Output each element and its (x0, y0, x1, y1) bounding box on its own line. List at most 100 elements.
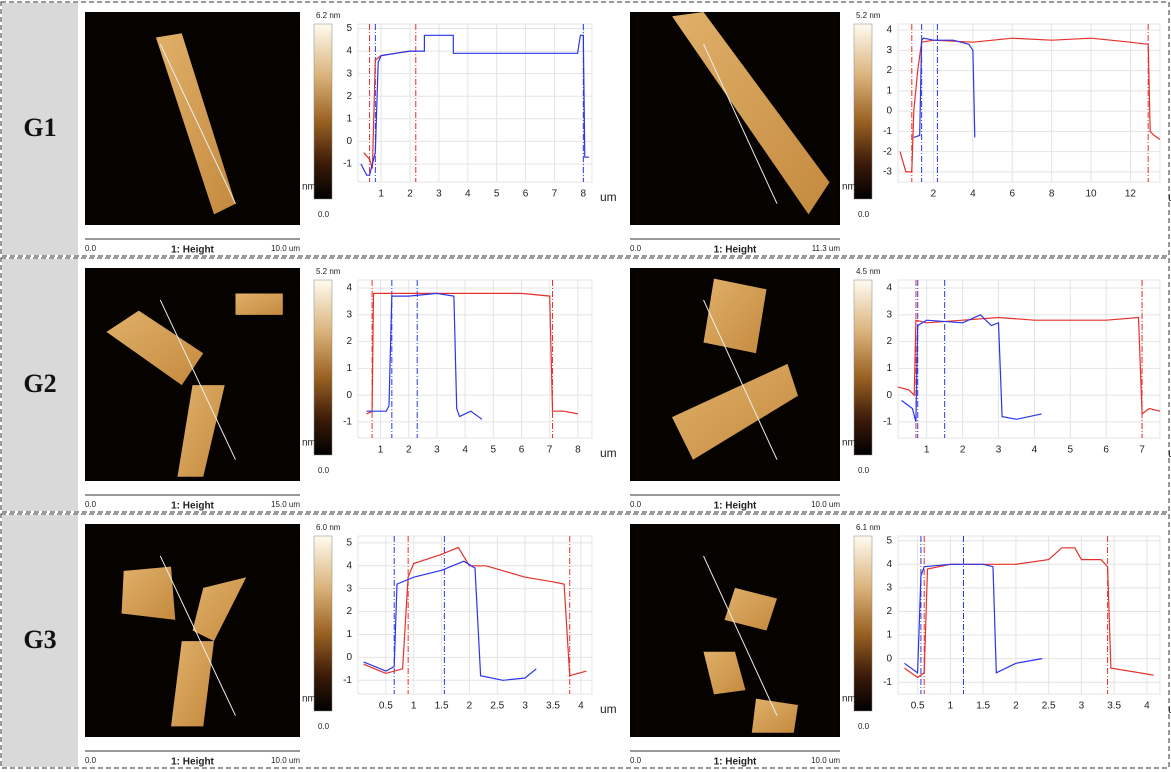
x-tick-label: 1 (948, 701, 954, 712)
y-tick-label: 2 (886, 65, 892, 76)
scale-start: 0.0 (630, 756, 642, 765)
x-tick-label: 4 (1144, 701, 1150, 712)
figure: G10.01: Height10.0 um6.2 nmnm0.0-1012345… (0, 0, 1171, 772)
x-tick-label: 7 (1139, 445, 1145, 456)
image-title: 1: Height (714, 757, 757, 768)
scale-start: 0.0 (85, 244, 97, 253)
x-tick-label: 8 (581, 189, 587, 200)
flake (704, 279, 767, 354)
x-tick-label: 1 (378, 445, 384, 456)
scale-end: 11.3 um (812, 244, 841, 253)
x-tick-label: 7 (552, 189, 558, 200)
y-tick-label: 5 (346, 23, 352, 34)
image-title: 1: Height (171, 501, 214, 512)
scale-start: 0.0 (630, 500, 642, 509)
y-tick-label: 2 (346, 606, 352, 617)
y-tick-label: -1 (883, 677, 892, 688)
x-tick-label: 5 (491, 445, 497, 456)
x-tick-label: 8 (1049, 189, 1055, 200)
x-tick-label: 1 (411, 701, 417, 712)
y-tick-label: 3 (346, 583, 352, 594)
colorbar-min: 0.0 (858, 466, 870, 475)
colorbar (854, 536, 872, 711)
x-tick-label: 3 (434, 445, 440, 456)
x-tick-label: 3 (996, 445, 1002, 456)
colorbar (854, 280, 872, 455)
scale-start: 0.0 (85, 756, 97, 765)
colorbar-min: 0.0 (858, 210, 870, 219)
x-tick-label: 2 (406, 445, 412, 456)
colorbar (314, 536, 332, 711)
y-tick-label: 4 (346, 46, 352, 57)
y-tick-label: 1 (346, 629, 352, 640)
x-tick-label: 3 (522, 701, 528, 712)
y-tick-label: 0 (886, 390, 892, 401)
colorbar-unit: nm (842, 694, 856, 705)
image-title: 1: Height (714, 501, 757, 512)
x-tick-label: 6 (1009, 189, 1015, 200)
colorbar (854, 24, 872, 199)
colorbar-max: 5.2 nm (316, 267, 341, 276)
x-tick-label: 2.5 (1042, 701, 1056, 712)
x-tick-label: 2.5 (490, 701, 504, 712)
plot-area (898, 280, 1160, 438)
y-tick-label: 1 (886, 363, 892, 374)
image-title: 1: Height (714, 245, 757, 256)
x-tick-label: 5 (1067, 445, 1073, 456)
y-tick-label: 4 (886, 283, 892, 294)
colorbar-max: 6.0 nm (316, 523, 341, 532)
x-tick-label: 4 (465, 189, 471, 200)
x-axis-label: um (600, 446, 617, 460)
y-tick-label: 0 (346, 136, 352, 147)
x-tick-label: 3.5 (1107, 701, 1121, 712)
colorbar-max: 4.5 nm (856, 267, 881, 276)
scale-start: 0.0 (85, 500, 97, 509)
y-tick-label: 1 (886, 85, 892, 96)
scale-end: 10.0 um (811, 500, 840, 509)
x-tick-label: 3 (436, 189, 442, 200)
row-label: G1 (23, 113, 56, 142)
x-tick-label: 4 (970, 189, 976, 200)
x-tick-label: 5 (494, 189, 500, 200)
row-label: G2 (23, 369, 56, 398)
colorbar-min: 0.0 (858, 722, 870, 731)
x-tick-label: 3.5 (546, 701, 560, 712)
x-tick-label: 10 (1085, 189, 1097, 200)
y-tick-label: -3 (883, 167, 892, 178)
x-tick-label: 4 (1032, 445, 1038, 456)
x-tick-label: 6 (1103, 445, 1109, 456)
y-tick-label: 5 (346, 538, 352, 549)
x-axis-label: um (600, 702, 617, 716)
afm-image (630, 524, 840, 737)
colorbar (314, 280, 332, 455)
colorbar-max: 5.2 nm (856, 11, 881, 20)
x-tick-label: 3 (1079, 701, 1085, 712)
y-tick-label: 5 (886, 535, 892, 546)
y-tick-label: 4 (886, 25, 892, 36)
colorbar-min: 0.0 (318, 210, 330, 219)
x-tick-label: 12 (1125, 189, 1137, 200)
x-tick-label: 8 (575, 445, 581, 456)
row-label: G3 (23, 625, 56, 654)
colorbar-min: 0.0 (318, 722, 330, 731)
flake (122, 567, 176, 620)
plot-area (358, 24, 592, 182)
scale-end: 15.0 um (271, 500, 300, 509)
y-tick-label: 3 (886, 45, 892, 56)
y-tick-label: -1 (883, 417, 892, 428)
image-title: 1: Height (171, 757, 214, 768)
colorbar-unit: nm (302, 438, 316, 449)
colorbar-unit: nm (302, 694, 316, 705)
y-tick-label: 2 (886, 336, 892, 347)
y-tick-label: 4 (346, 283, 352, 294)
y-tick-label: 2 (886, 606, 892, 617)
y-tick-label: 1 (886, 630, 892, 641)
x-tick-label: 1.5 (435, 701, 449, 712)
page: {"rows": [ {"label": "G1", "panels": [ {… (0, 0, 1171, 772)
y-tick-label: -1 (883, 126, 892, 137)
y-tick-label: 0 (346, 652, 352, 663)
x-tick-label: 2 (407, 189, 413, 200)
x-axis-label: um (600, 190, 617, 204)
y-tick-label: -2 (883, 146, 892, 157)
scale-end: 10.0 um (271, 244, 300, 253)
